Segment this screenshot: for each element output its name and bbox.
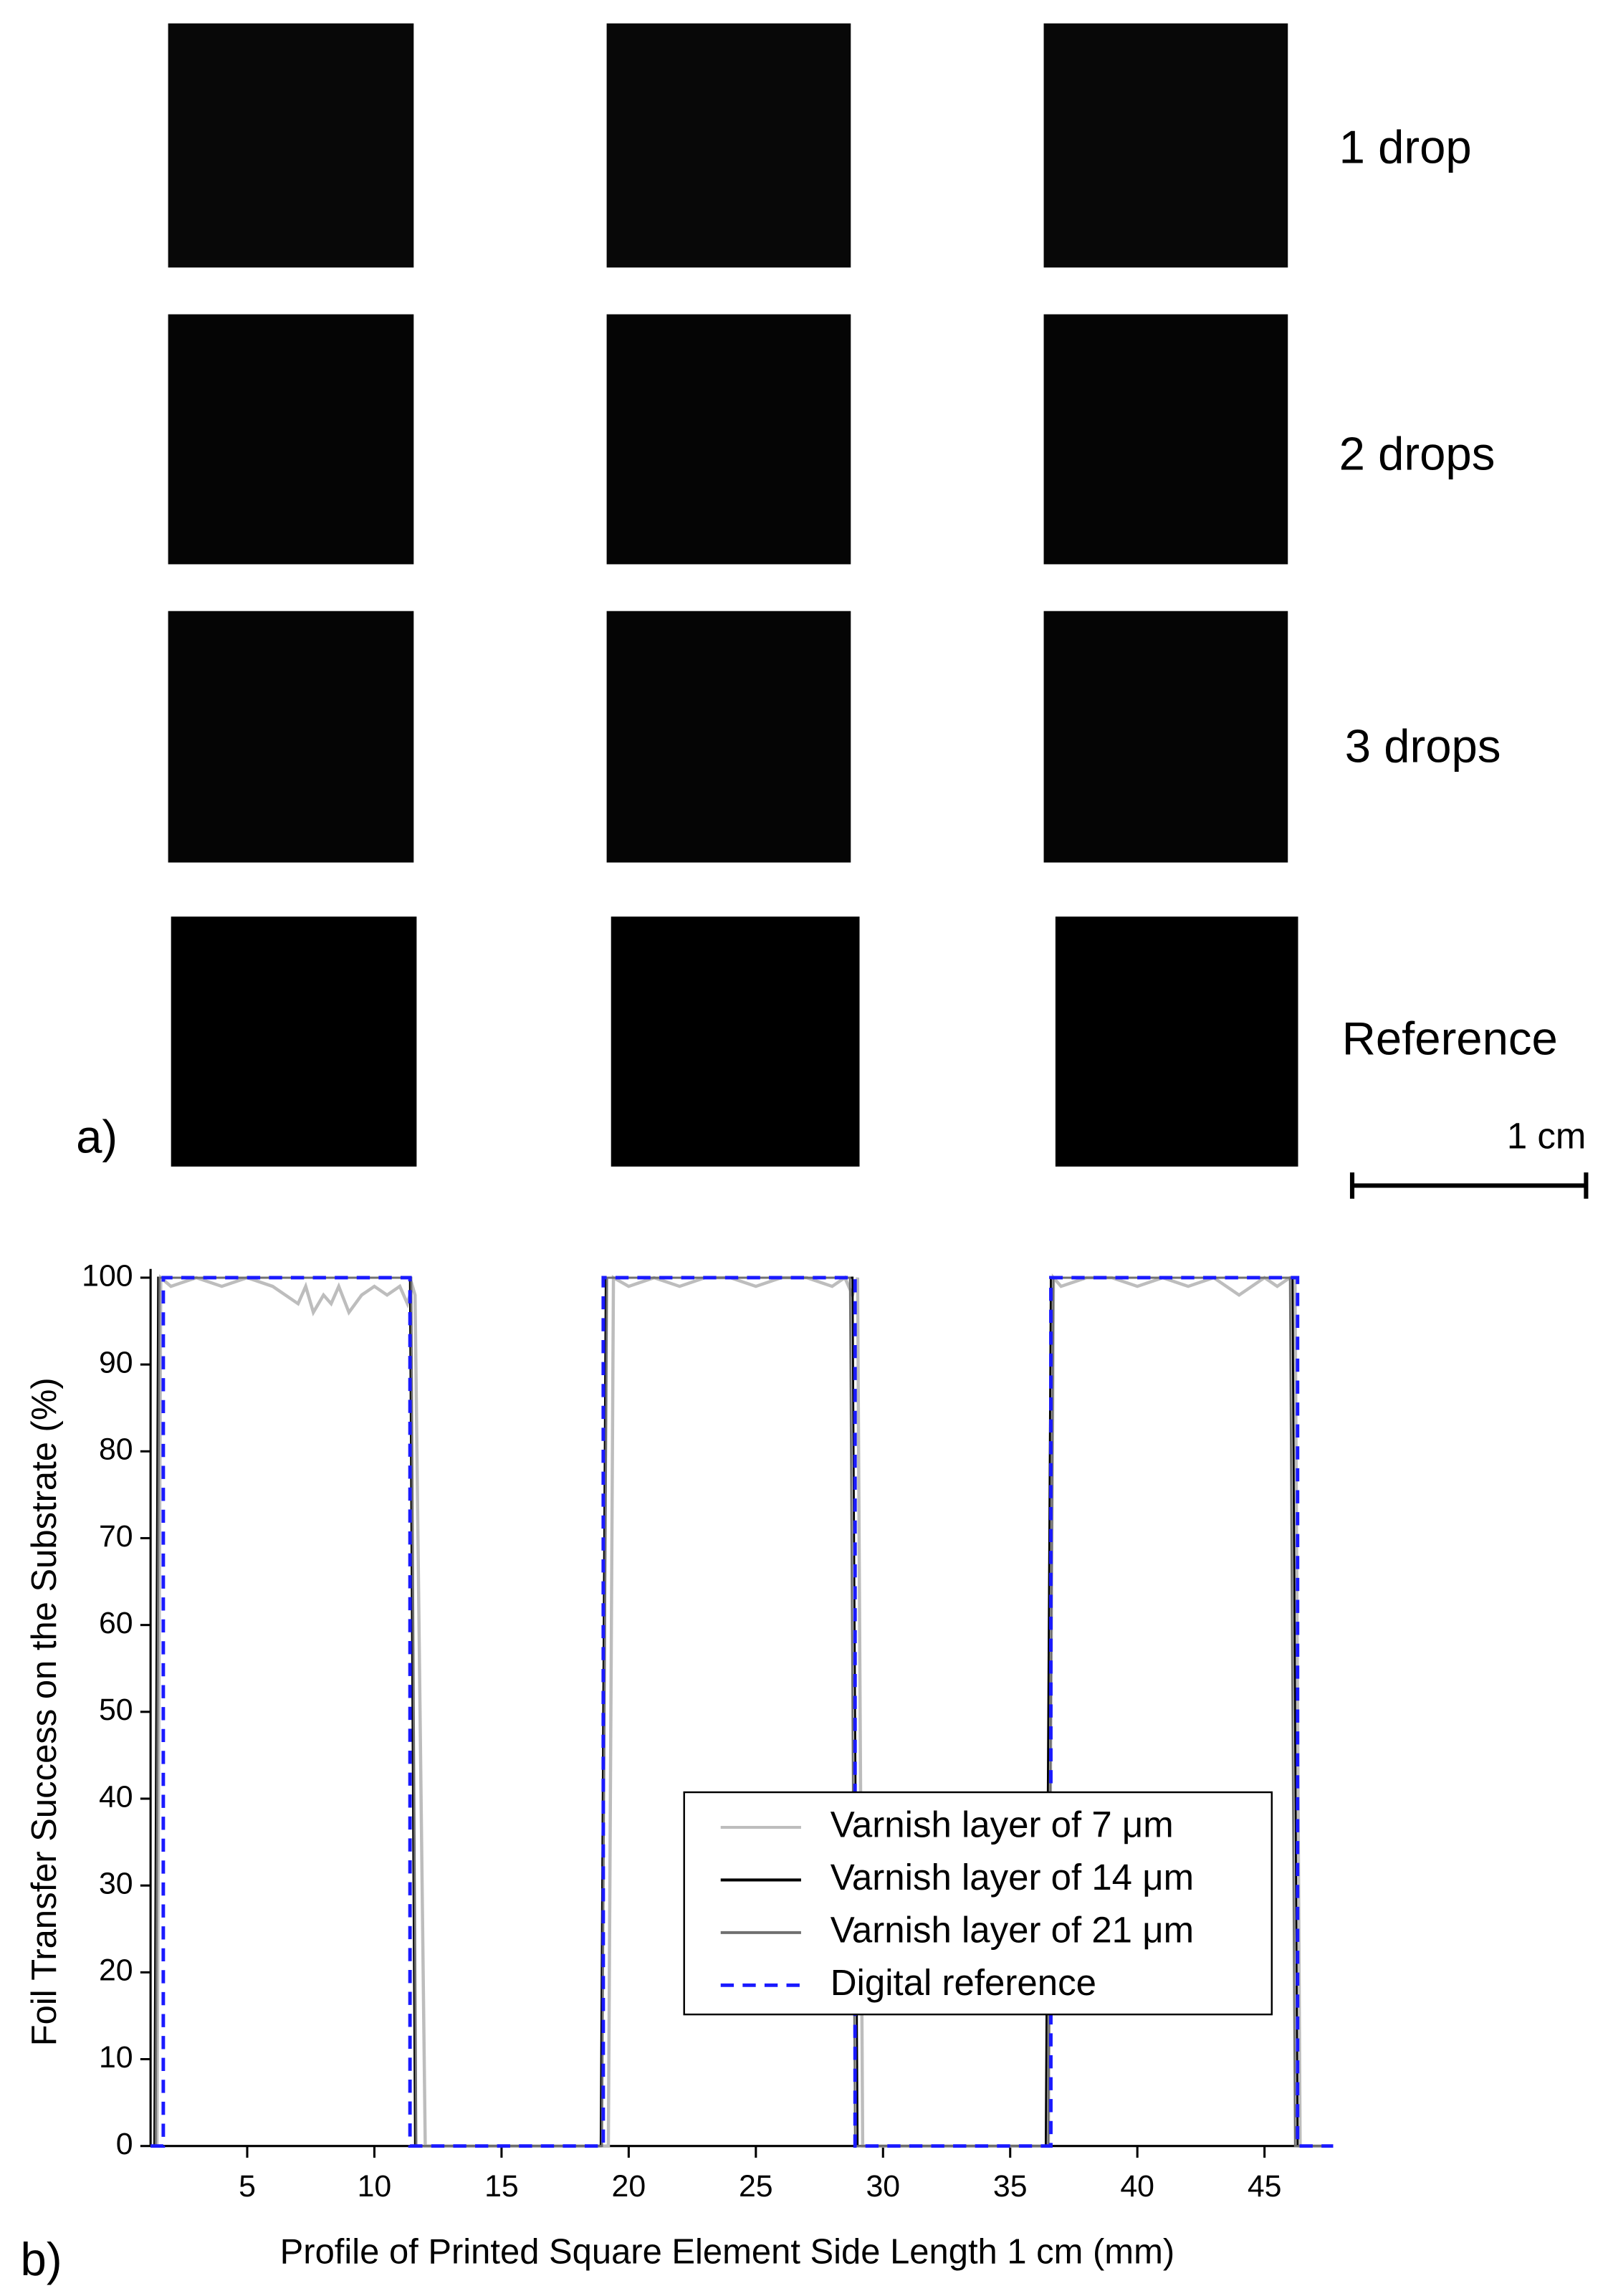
y-tick-label: 60 bbox=[99, 1606, 133, 1640]
sample-square bbox=[1055, 917, 1298, 1167]
sample-square bbox=[611, 917, 860, 1167]
x-tick-label: 35 bbox=[993, 2169, 1028, 2204]
x-tick-label: 10 bbox=[358, 2169, 392, 2204]
x-axis-label: Profile of Printed Square Element Side L… bbox=[280, 2233, 1174, 2272]
legend-label: Varnish layer of 7 μm bbox=[831, 1804, 1174, 1845]
legend-box bbox=[683, 1791, 1273, 2016]
sample-square bbox=[1043, 611, 1288, 863]
y-tick-label: 80 bbox=[99, 1432, 133, 1467]
x-tick-label: 15 bbox=[484, 2169, 519, 2204]
y-tick-label: 90 bbox=[99, 1345, 133, 1379]
sample-square bbox=[1043, 314, 1288, 565]
x-tick-label: 30 bbox=[866, 2169, 900, 2204]
series-line bbox=[150, 1276, 1334, 2148]
x-tick-label: 20 bbox=[612, 2169, 646, 2204]
y-tick-label: 0 bbox=[116, 2127, 133, 2161]
x-tick-label: 25 bbox=[739, 2169, 773, 2204]
sample-square bbox=[171, 917, 417, 1167]
y-axis-label: Foil Transfer Success on the Substrate (… bbox=[25, 1377, 64, 2046]
sample-square bbox=[606, 314, 851, 565]
scale-bar bbox=[1349, 1172, 1589, 1199]
y-tick-label: 70 bbox=[99, 1519, 133, 1554]
x-tick-label: 45 bbox=[1248, 2169, 1282, 2204]
sample-square bbox=[606, 611, 851, 863]
sample-square bbox=[168, 23, 414, 268]
scale-bar-label: 1 cm bbox=[1507, 1116, 1586, 1157]
series-line bbox=[150, 1276, 1334, 2148]
x-tick-label: 5 bbox=[239, 2169, 256, 2204]
row-label: 3 drops bbox=[1345, 720, 1501, 772]
sample-square bbox=[168, 611, 414, 863]
series-line bbox=[150, 1276, 1334, 2148]
y-tick-label: 40 bbox=[99, 1779, 133, 1814]
sample-square bbox=[1043, 23, 1288, 268]
y-tick-label: 50 bbox=[99, 1693, 133, 1727]
legend-label: Digital reference bbox=[831, 1962, 1096, 2003]
panel-label: b) bbox=[21, 2233, 62, 2285]
y-tick-label: 10 bbox=[99, 2040, 133, 2075]
legend-label: Varnish layer of 14 μm bbox=[831, 1857, 1194, 1898]
panel-label: a) bbox=[76, 1110, 118, 1162]
row-label: 1 drop bbox=[1339, 120, 1472, 173]
row-label: Reference bbox=[1342, 1013, 1558, 1065]
y-tick-label: 100 bbox=[82, 1258, 133, 1293]
x-tick-label: 40 bbox=[1120, 2169, 1154, 2204]
sample-square bbox=[606, 23, 851, 268]
y-tick-label: 30 bbox=[99, 1866, 133, 1900]
series-line bbox=[150, 1273, 1334, 2148]
sample-square bbox=[168, 314, 414, 565]
row-label: 2 drops bbox=[1339, 428, 1495, 480]
legend-label: Varnish layer of 21 μm bbox=[831, 1909, 1194, 1950]
panel-a: 1 drop 2 drops 3 drops Reference a) 1 cm bbox=[76, 23, 1589, 1199]
y-tick-label: 20 bbox=[99, 1953, 133, 1988]
